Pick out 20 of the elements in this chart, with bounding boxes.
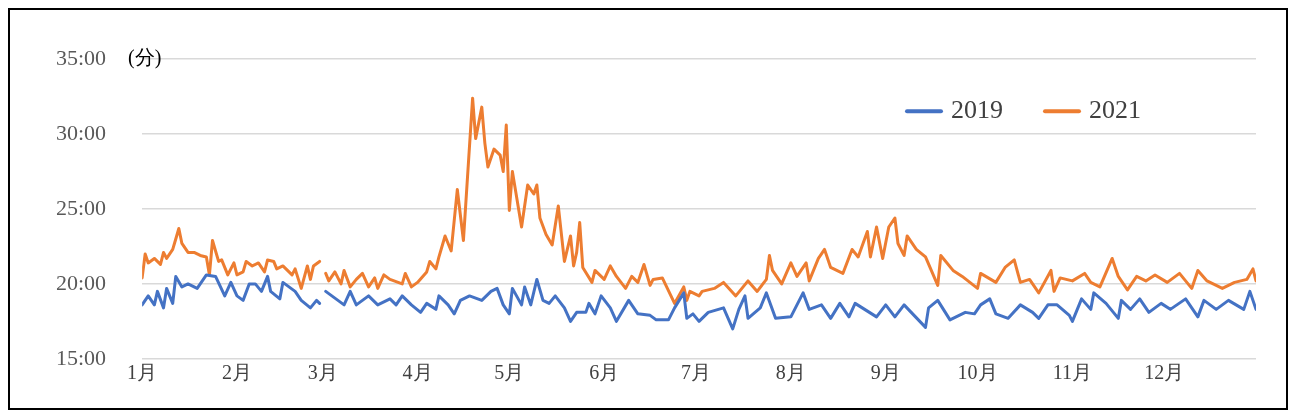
x-tick-label: 7月: [681, 361, 711, 384]
x-tick-label: 8月: [775, 361, 806, 384]
legend-label: 2019: [951, 95, 1003, 125]
y-tick-label: 30:00: [55, 119, 107, 145]
x-tick-label: 12月: [1144, 361, 1185, 384]
x-tick-label: 3月: [307, 361, 338, 384]
x-tick-label: 9月: [870, 361, 901, 384]
y-axis-title: (分): [128, 46, 162, 70]
x-tick-label: 6月: [589, 361, 620, 384]
legend-label: 2021: [1089, 95, 1141, 125]
x-tick-label: 1月: [127, 361, 158, 384]
y-tick-label: 20:00: [55, 269, 107, 295]
y-tick-label: 15:00: [55, 344, 107, 370]
x-tick-label: 4月: [402, 361, 433, 384]
y-tick-label: 25:00: [55, 194, 107, 220]
x-tick-label: 2月: [221, 361, 252, 384]
x-tick-label: 11月: [1052, 361, 1093, 384]
y-tick-label: 35:00: [55, 44, 107, 70]
x-tick-label: 10月: [957, 361, 998, 384]
x-tick-label: 5月: [494, 361, 525, 384]
